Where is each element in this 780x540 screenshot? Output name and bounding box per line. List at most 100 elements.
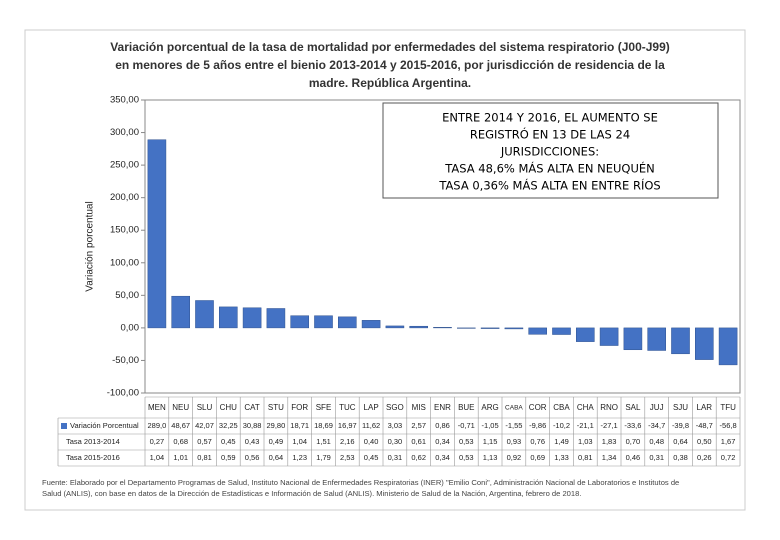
y-tick-label: 150,00 <box>110 225 139 236</box>
y-tick-label: 50,00 <box>115 290 139 301</box>
table-cell: 1,83 <box>602 437 617 446</box>
source-note: Salud (ANLIS), con base en datos de la D… <box>42 489 581 498</box>
x-tick-label: FOR <box>291 403 308 412</box>
annotation: TASA 0,36% MÁS ALTA EN ENTRE RÍOS <box>438 178 660 193</box>
legend-swatch <box>61 423 67 429</box>
y-tick-label: 100,00 <box>110 257 139 268</box>
table-cell: 1,04 <box>150 453 165 462</box>
bar <box>171 295 190 329</box>
table-cell: 0,93 <box>507 437 522 446</box>
data-label: 11,62 <box>362 421 380 430</box>
data-label: -27,1 <box>601 421 618 430</box>
table-cell: 0,45 <box>364 453 379 462</box>
table-cell: 1,23 <box>292 453 307 462</box>
bar <box>552 327 571 335</box>
table-cell: 1,13 <box>483 453 498 462</box>
x-tick-label: TFU <box>720 403 736 412</box>
table-cell: 1,33 <box>554 453 569 462</box>
bar <box>576 327 595 342</box>
table-cell: 0,31 <box>388 453 403 462</box>
bar <box>433 327 452 329</box>
table-cell: 0,57 <box>197 437 212 446</box>
table-cell: 0,53 <box>459 453 474 462</box>
source-note: Fuente: Elaborado por el Departamento Pr… <box>42 478 679 487</box>
table-cell: 1,15 <box>483 437 498 446</box>
chart-title: Variación porcentual de la tasa de morta… <box>110 40 670 54</box>
data-label: 42,07 <box>195 421 214 430</box>
data-label: -21,1 <box>577 421 594 430</box>
y-tick-label: 300,00 <box>110 127 139 138</box>
bar <box>671 327 690 355</box>
y-tick-label: -100,00 <box>107 388 139 399</box>
table-cell: 1,04 <box>292 437 307 446</box>
bar <box>242 307 262 329</box>
chart-title: madre. República Argentina. <box>309 76 471 90</box>
table-cell: 0,92 <box>507 453 522 462</box>
x-tick-label: CBA <box>553 403 570 412</box>
bar <box>361 320 381 329</box>
data-label: 30,88 <box>243 421 262 430</box>
table-cell: 0,62 <box>411 453 426 462</box>
table-cell: 0,50 <box>697 437 712 446</box>
data-label: 3,03 <box>388 421 403 430</box>
data-label: -34,7 <box>648 421 665 430</box>
bar <box>623 327 643 351</box>
annotation: JURISDICCIONES: <box>500 145 599 159</box>
bar <box>314 315 333 329</box>
row-label: Tasa 2015-2016 <box>66 453 120 462</box>
data-label: 0,86 <box>435 421 450 430</box>
bar <box>266 308 286 329</box>
bar <box>385 325 405 329</box>
table-cell: 0,40 <box>364 437 379 446</box>
x-tick-label: MIS <box>412 403 426 412</box>
table-cell: 0,48 <box>649 437 664 446</box>
x-tick-label: SJU <box>673 403 688 412</box>
bar <box>338 316 357 329</box>
x-tick-label: BUE <box>458 403 474 412</box>
chart-title: en menores de 5 años entre el bienio 201… <box>115 58 665 72</box>
data-label: 18,69 <box>314 421 333 430</box>
data-label: -9,86 <box>529 421 546 430</box>
table-cell: 0,34 <box>435 437 450 446</box>
x-tick-label: SAL <box>625 403 641 412</box>
table-cell: 0,49 <box>269 437 284 446</box>
y-tick-label: -50,00 <box>112 355 139 366</box>
bar <box>528 327 547 335</box>
table-cell: 1,51 <box>316 437 331 446</box>
bar <box>147 139 167 329</box>
y-tick-label: 250,00 <box>110 160 139 171</box>
table-cell: 0,59 <box>221 453 236 462</box>
table-cell: 0,53 <box>459 437 474 446</box>
table-cell: 0,46 <box>626 453 641 462</box>
data-label: -48,7 <box>696 421 713 430</box>
table-cell: 0,70 <box>626 437 641 446</box>
x-tick-label: STU <box>268 403 284 412</box>
bar <box>718 327 738 366</box>
table-cell: 0,61 <box>411 437 426 446</box>
bar <box>647 327 666 351</box>
data-label: 2,57 <box>411 421 426 430</box>
data-label: -56,8 <box>720 421 737 430</box>
x-tick-label: SFE <box>316 403 332 412</box>
table-cell: 0,45 <box>221 437 236 446</box>
x-tick-label: CABA <box>505 405 523 412</box>
data-label: -10,2 <box>553 421 570 430</box>
data-label: 29,80 <box>267 421 286 430</box>
data-label: -1,55 <box>505 421 522 430</box>
bar <box>195 300 214 329</box>
table-cell: 0,31 <box>649 453 664 462</box>
table-cell: 0,81 <box>578 453 593 462</box>
data-label: -0,71 <box>458 421 475 430</box>
data-label: 18,71 <box>290 421 309 430</box>
bar <box>480 327 500 329</box>
x-tick-label: CHU <box>220 403 238 412</box>
x-tick-label: JUJ <box>650 403 664 412</box>
x-tick-label: ENR <box>434 403 451 412</box>
bar <box>504 327 524 330</box>
table-cell: 2,16 <box>340 437 355 446</box>
table-cell: 0,64 <box>269 453 284 462</box>
table-cell: 0,38 <box>673 453 688 462</box>
x-tick-label: ARG <box>481 403 498 412</box>
x-tick-label: CHA <box>577 403 595 412</box>
